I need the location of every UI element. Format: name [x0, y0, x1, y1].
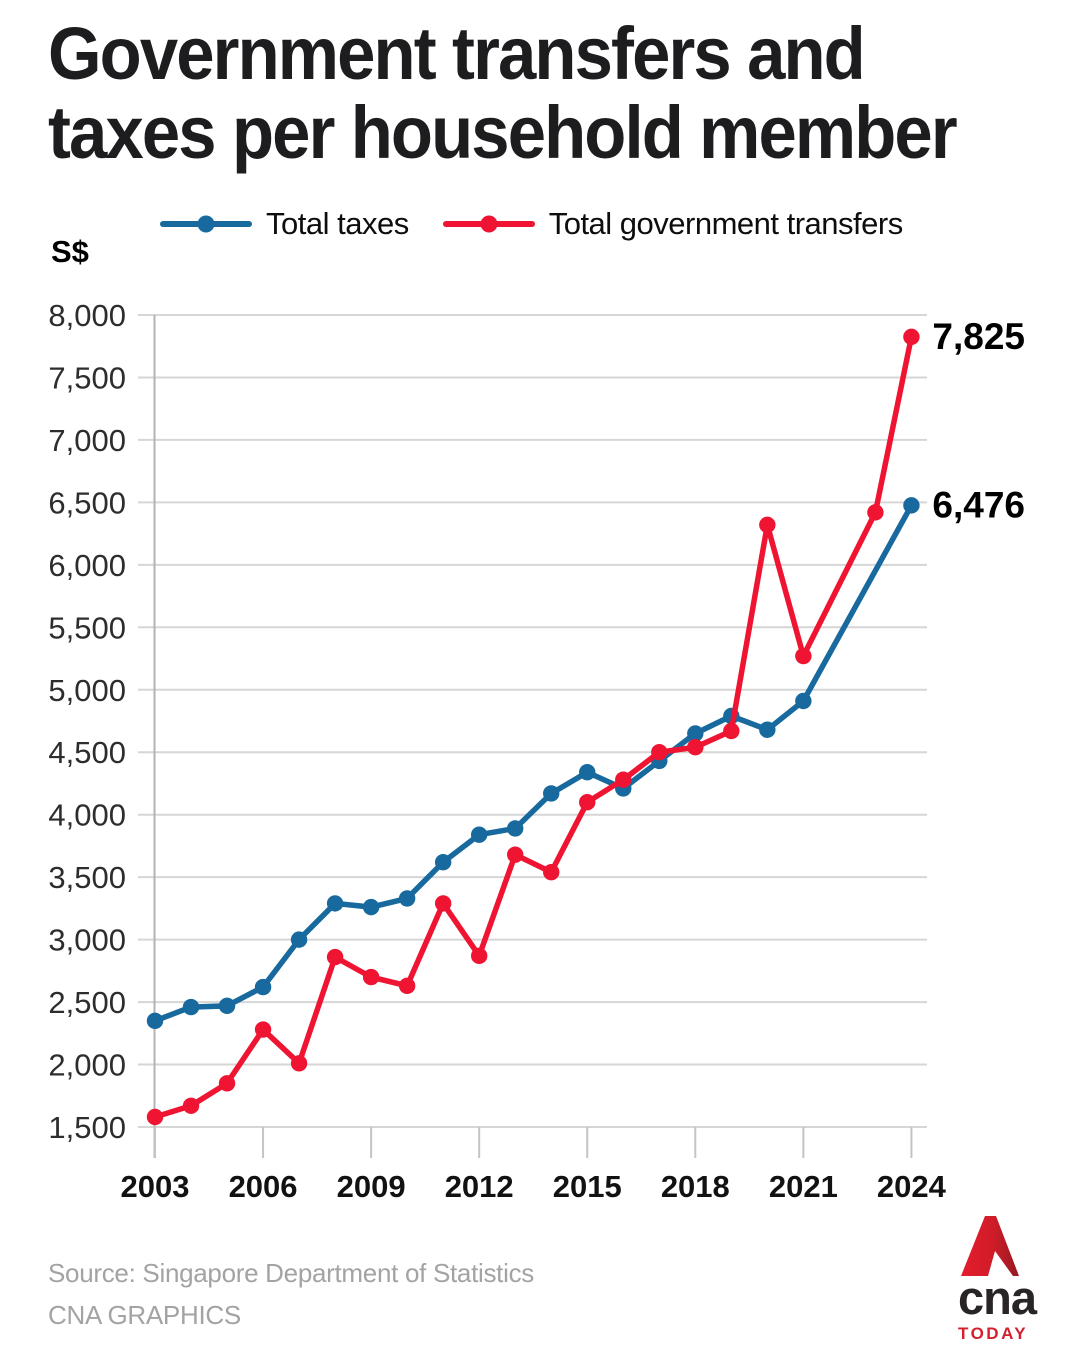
data-point [434, 853, 452, 871]
credit-text: CNA GRAPHICS [48, 1300, 241, 1330]
taxes-dot-icon [197, 215, 215, 233]
transfers-line-swatch-icon [442, 215, 535, 233]
y-tick-label: 2,000 [48, 1048, 126, 1083]
series-end-label: 6,476 [932, 484, 1025, 525]
x-tick-label: 2003 [121, 1169, 190, 1204]
y-tick-label: 7,000 [48, 423, 126, 458]
data-point [507, 846, 524, 863]
title-line-1: Government transfers and [48, 12, 866, 95]
data-point [687, 725, 704, 742]
y-tick-label: 4,500 [48, 735, 126, 770]
y-tick-label: 4,000 [48, 798, 126, 833]
data-point [795, 647, 812, 665]
cna-wordmark: cna [958, 1271, 1037, 1324]
page-title: Government transfers and taxes per house… [48, 12, 958, 174]
x-tick-label: 2006 [229, 1169, 298, 1204]
y-tick-label: 3,000 [48, 923, 126, 958]
data-point [867, 504, 884, 521]
data-point [254, 978, 272, 996]
y-tick-label: 3,500 [48, 860, 126, 895]
data-point [290, 1055, 308, 1072]
x-tick-label: 2018 [661, 1169, 730, 1204]
data-point [326, 948, 344, 966]
legend-label: Total government transfers [548, 206, 904, 241]
chart-legend: Total taxes Total government transfers [160, 206, 903, 242]
data-point [795, 692, 812, 710]
y-axis-unit-label: S$ [51, 234, 89, 269]
x-tick-label: 2015 [553, 1169, 622, 1204]
y-tick-label: 1,500 [48, 1110, 126, 1145]
footer: Source: Singapore Department of Statisti… [48, 1252, 534, 1336]
cna-today-logo: cna TODAY [958, 1214, 1038, 1344]
source-text: Source: Singapore Department of Statisti… [48, 1258, 534, 1288]
legend-label: Total taxes [266, 206, 409, 241]
series-line-total-government-transfers [152, 334, 915, 1120]
data-point [218, 1075, 236, 1092]
data-point [651, 744, 668, 761]
y-tick-label: 6,500 [48, 485, 126, 520]
data-point [903, 328, 920, 346]
y-tick-label: 7,500 [48, 360, 126, 395]
data-point [362, 968, 380, 986]
data-point [182, 1097, 200, 1114]
transfers-dot-icon [480, 215, 498, 233]
data-point [759, 721, 776, 738]
x-tick-label: 2009 [337, 1169, 406, 1204]
data-point [615, 771, 632, 788]
data-point [146, 1108, 164, 1126]
data-point [326, 895, 344, 912]
series-line-total-taxes [152, 502, 915, 1024]
data-point [903, 497, 920, 514]
taxes-line-swatch-icon [160, 215, 252, 233]
data-point [290, 931, 308, 948]
data-point [398, 890, 416, 907]
data-point [579, 794, 596, 811]
data-point [218, 997, 236, 1015]
data-point [362, 898, 380, 916]
y-tick-label: 6,000 [48, 548, 126, 583]
today-wordmark: TODAY [958, 1324, 1029, 1343]
data-point [543, 863, 560, 881]
y-tick-label: 5,000 [48, 673, 126, 708]
data-point [543, 785, 560, 802]
x-tick-label: 2021 [769, 1169, 838, 1204]
y-tick-label: 5,500 [48, 610, 126, 645]
data-point [398, 977, 416, 995]
data-point [723, 722, 740, 740]
data-point [687, 739, 704, 756]
data-point [182, 998, 200, 1016]
x-tick-label: 2024 [877, 1169, 947, 1204]
series-end-label: 7,825 [932, 316, 1025, 357]
x-tick-label: 2012 [445, 1169, 514, 1204]
y-tick-label: 2,500 [48, 985, 126, 1020]
data-point [759, 516, 776, 534]
data-point [470, 826, 488, 843]
data-point [579, 764, 596, 781]
y-tick-label: 8,000 [48, 298, 126, 333]
data-point [146, 1012, 164, 1030]
title-line-2: taxes per household member [48, 91, 958, 174]
legend-item-total-taxes: Total taxes [160, 206, 409, 242]
data-point [507, 820, 524, 837]
data-point [470, 947, 488, 965]
data-point [254, 1021, 272, 1038]
data-point [434, 895, 452, 912]
cna-triangle-icon [961, 1216, 1019, 1276]
legend-item-total-government-transfers: Total government transfers [442, 206, 904, 242]
